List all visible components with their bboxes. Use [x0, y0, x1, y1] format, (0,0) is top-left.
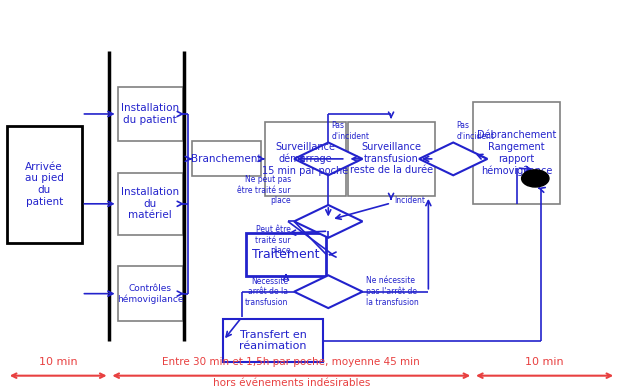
Text: Surveillance
démarrage
15 min par poche: Surveillance démarrage 15 min par poche — [262, 142, 348, 176]
Text: Ne nécessite
pas l'arrêt de
la transfusion: Ne nécessite pas l'arrêt de la transfusi… — [366, 276, 418, 307]
Text: Installation
du
matériel: Installation du matériel — [121, 187, 179, 220]
Text: Pas
d'incident: Pas d'incident — [456, 121, 494, 141]
FancyBboxPatch shape — [245, 233, 326, 276]
Text: Débranchement
Rangement
rapport
hémovigilance: Débranchement Rangement rapport hémovigi… — [477, 130, 556, 176]
Text: 10 min: 10 min — [525, 357, 564, 367]
FancyBboxPatch shape — [118, 172, 183, 235]
FancyBboxPatch shape — [7, 126, 82, 243]
FancyBboxPatch shape — [473, 102, 560, 204]
Text: Entre 30 min et 1,5h par poche, moyenne 45 min: Entre 30 min et 1,5h par poche, moyenne … — [163, 357, 420, 367]
Circle shape — [521, 170, 549, 187]
Text: Traitement: Traitement — [252, 248, 320, 261]
Text: Contrôles
hémovigilance: Contrôles hémovigilance — [117, 284, 183, 304]
Text: Surveillance
transfusion
reste de la durée: Surveillance transfusion reste de la dur… — [350, 142, 432, 176]
FancyBboxPatch shape — [348, 122, 435, 196]
Text: Incident: Incident — [394, 196, 425, 205]
Polygon shape — [294, 142, 363, 175]
Text: Installation
du patient: Installation du patient — [121, 103, 179, 125]
Text: Nécessite
arrêt de la
transfusion: Nécessite arrêt de la transfusion — [244, 277, 288, 307]
FancyBboxPatch shape — [223, 319, 323, 362]
Text: 10 min: 10 min — [39, 357, 77, 367]
Text: hors événements indésirables: hors événements indésirables — [212, 377, 370, 388]
FancyBboxPatch shape — [265, 122, 346, 196]
FancyBboxPatch shape — [192, 141, 260, 176]
Text: Branchement: Branchement — [191, 154, 262, 164]
Polygon shape — [294, 275, 363, 308]
Text: Peut être
traité sur
place: Peut être traité sur place — [255, 225, 291, 255]
Text: Ne peut pas
être traité sur
place: Ne peut pas être traité sur place — [237, 175, 291, 205]
Text: Arrivée
au pied
du
patient: Arrivée au pied du patient — [25, 162, 64, 207]
Polygon shape — [294, 205, 363, 238]
Polygon shape — [419, 142, 487, 175]
Text: Pas
d'incident: Pas d'incident — [331, 121, 369, 141]
FancyBboxPatch shape — [118, 87, 183, 141]
FancyBboxPatch shape — [118, 266, 183, 321]
Text: Transfert en
réanimation: Transfert en réanimation — [239, 330, 307, 351]
